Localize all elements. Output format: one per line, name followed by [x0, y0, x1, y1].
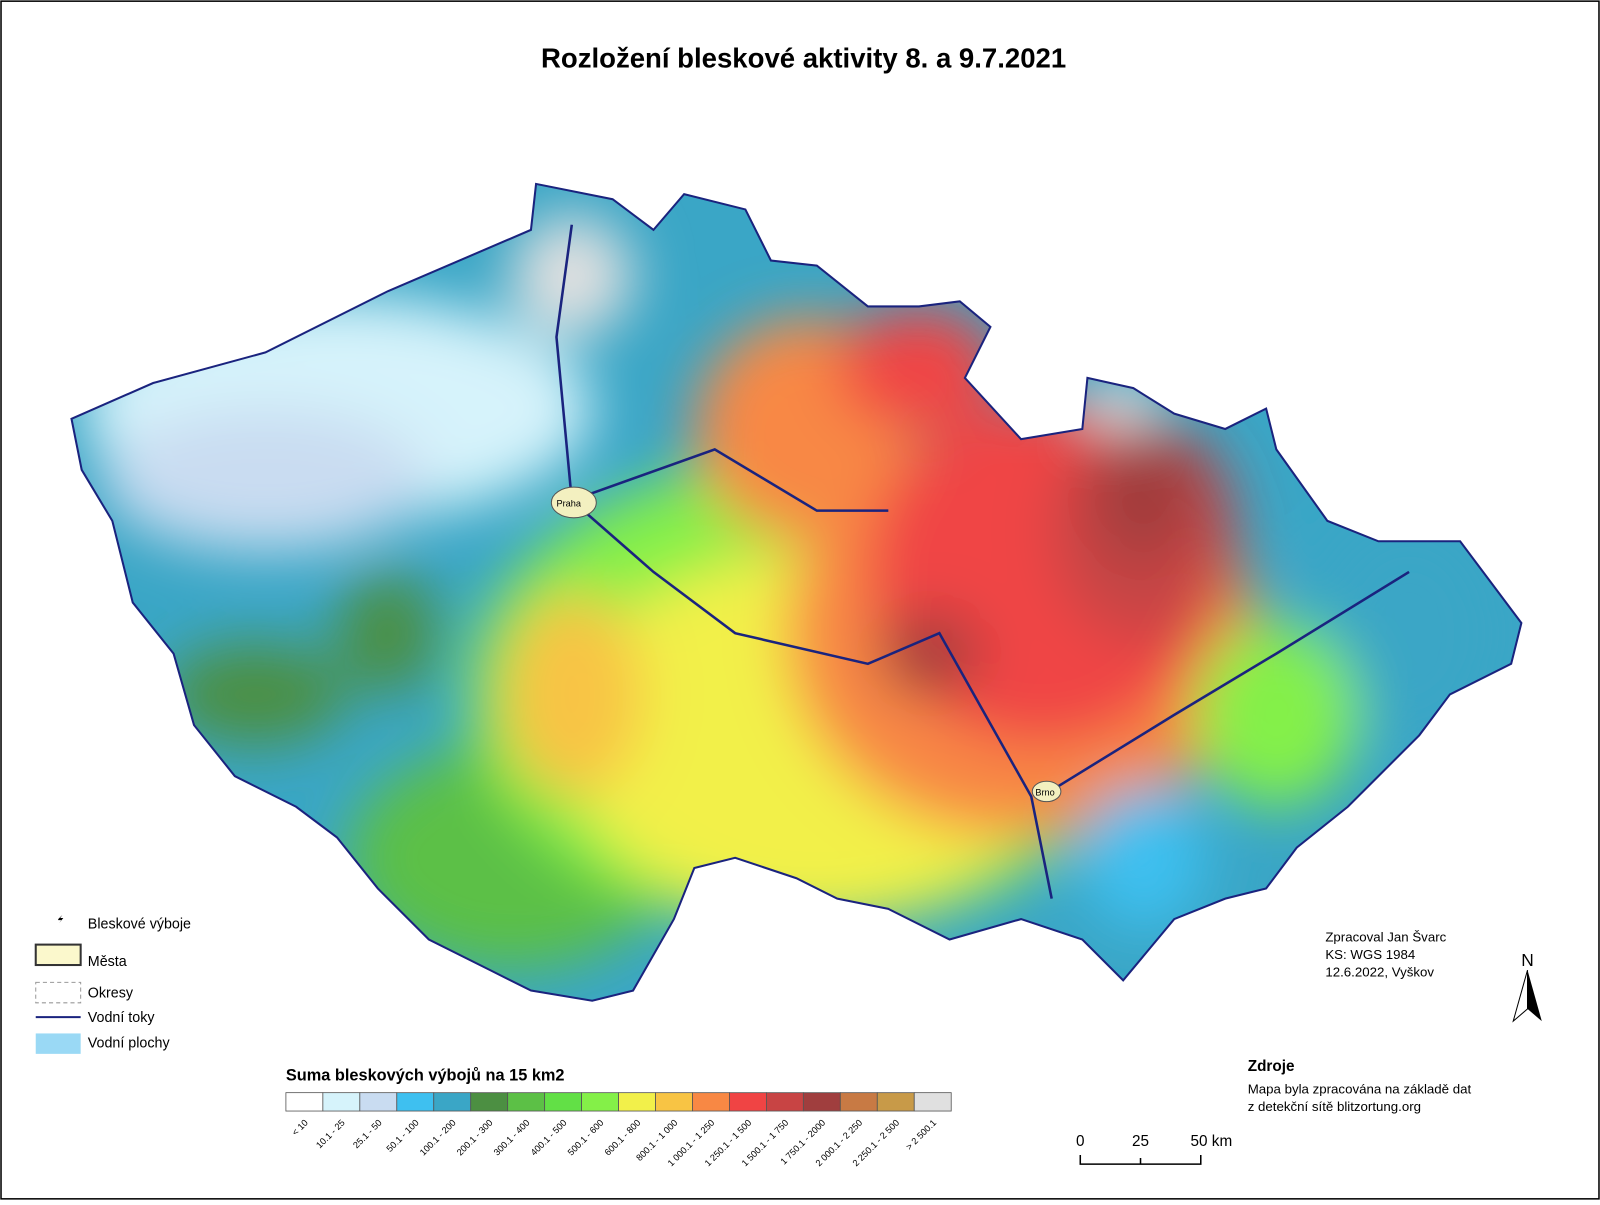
credit: 12.6.2022, Vyškov [1325, 964, 1434, 979]
scale-swatch [507, 1092, 546, 1112]
legend-label: Bleskové výboje [88, 916, 191, 932]
scale-swatch [433, 1092, 472, 1112]
legend-label: Vodní toky [88, 1010, 156, 1026]
scale-swatch [765, 1092, 804, 1112]
scale-swatch [913, 1092, 952, 1112]
scale-bar-label: 25 [1132, 1133, 1149, 1150]
rivers [555, 224, 1410, 899]
scale-swatch [544, 1092, 583, 1112]
scale-swatch [470, 1092, 509, 1112]
credit: KS: WGS 1984 [1325, 947, 1415, 962]
scale-swatch [581, 1092, 619, 1112]
scale-swatch [285, 1092, 324, 1112]
sources-line: Mapa byla zpracována na základě dat [1248, 1082, 1472, 1097]
scale-swatch [359, 1092, 398, 1112]
map-title: Rozložení bleskové aktivity 8. a 9.7.202… [541, 43, 1066, 74]
sources-line: z detekční sítě blitzortung.org [1248, 1099, 1421, 1114]
scale-swatch [322, 1092, 361, 1112]
map-legend: Bleskové výboje Města Okresy Vodní toky … [34, 914, 191, 1054]
scale-swatch [618, 1092, 656, 1112]
city-label: Praha [556, 499, 581, 509]
credit: Zpracoval Jan Švarc [1325, 930, 1446, 945]
scale-swatch [802, 1092, 841, 1112]
scale-swatch [692, 1092, 730, 1112]
city-area [550, 486, 597, 519]
legend-label: Okresy [88, 986, 134, 1002]
scale-title: Suma bleskových výbojů na 15 km2 [286, 1066, 565, 1084]
city-label: Brno [1035, 788, 1054, 798]
scale-swatch [655, 1092, 693, 1112]
city-area [1031, 780, 1062, 803]
scale-bar-label: 50 km [1191, 1133, 1233, 1150]
north-label: N [1521, 950, 1534, 970]
scale-swatch [729, 1092, 767, 1112]
scale-swatch [396, 1092, 435, 1112]
legend-label: Města [88, 954, 127, 970]
scale-bar-label: 0 [1076, 1133, 1085, 1150]
scale-bar: 0 25 50 km [1076, 1133, 1233, 1165]
scale-swatch [876, 1092, 915, 1112]
scale-swatch [839, 1092, 878, 1112]
legend-label: Vodní plochy [88, 1036, 171, 1052]
sources-title: Zdroje [1248, 1058, 1295, 1075]
